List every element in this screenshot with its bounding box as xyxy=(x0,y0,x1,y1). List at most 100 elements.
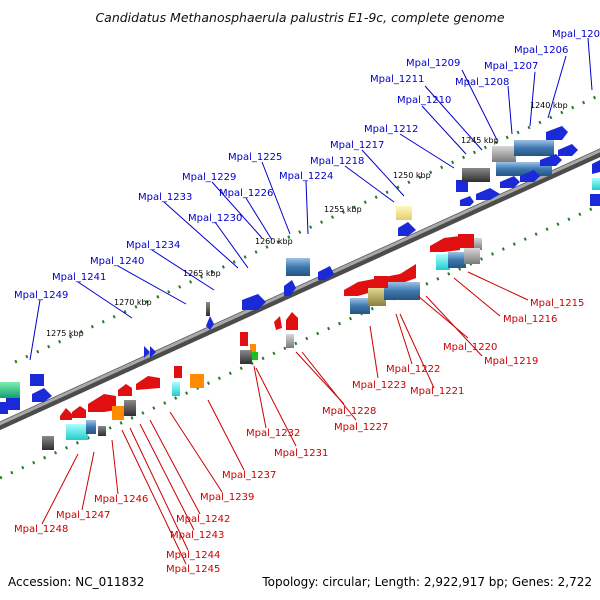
gene-label[interactable]: Mpal_1210 xyxy=(397,95,451,106)
gene-feature[interactable] xyxy=(520,170,540,182)
gene-feature[interactable] xyxy=(284,280,296,296)
gene-feature[interactable] xyxy=(72,406,86,418)
gene-label[interactable]: Mpal_1212 xyxy=(364,124,418,135)
gene-feature[interactable] xyxy=(514,140,554,156)
gene-feature[interactable] xyxy=(460,196,474,206)
gene-label[interactable]: Mpal_1242 xyxy=(176,514,230,525)
gene-feature[interactable] xyxy=(396,206,412,220)
gene-feature[interactable] xyxy=(206,316,214,330)
gene-label[interactable]: Mpal_1243 xyxy=(170,530,224,541)
gene-feature[interactable] xyxy=(274,316,282,330)
gene-feature[interactable] xyxy=(592,160,600,174)
gene-feature[interactable] xyxy=(240,332,248,346)
gene-label[interactable]: Mpal_1226 xyxy=(219,188,273,199)
gene-label[interactable]: Mpal_1224 xyxy=(279,171,333,182)
gene-feature[interactable] xyxy=(398,222,416,236)
gene-feature[interactable] xyxy=(206,302,210,316)
gene-feature[interactable] xyxy=(374,276,388,288)
gene-label[interactable]: Mpal_1240 xyxy=(90,256,144,267)
gene-label[interactable]: Mpal_1222 xyxy=(386,364,440,375)
gene-feature[interactable] xyxy=(592,178,600,190)
gene-feature[interactable] xyxy=(286,334,294,348)
gene-label[interactable]: Mpal_1239 xyxy=(200,492,254,503)
gene-label[interactable]: Mpal_1249 xyxy=(14,290,68,301)
gene-feature[interactable] xyxy=(476,188,500,200)
gene-feature[interactable] xyxy=(384,282,420,300)
gene-label[interactable]: Mpal_1209 xyxy=(406,58,460,69)
gene-feature[interactable] xyxy=(6,398,20,410)
gene-feature[interactable] xyxy=(172,382,180,396)
gene-feature[interactable] xyxy=(190,374,204,388)
gene-feature[interactable] xyxy=(462,168,490,182)
gene-feature[interactable] xyxy=(144,346,150,358)
gene-feature[interactable] xyxy=(124,400,136,416)
gene-feature[interactable] xyxy=(60,408,72,420)
gene-label[interactable]: Mpal_1248 xyxy=(14,524,68,535)
gene-feature[interactable] xyxy=(318,266,334,280)
gene-label[interactable]: Mpal_1208 xyxy=(455,77,509,88)
gene-label[interactable]: Mpal_1246 xyxy=(94,494,148,505)
gene-feature[interactable] xyxy=(464,248,480,264)
gene-feature[interactable] xyxy=(242,294,266,310)
gene-label[interactable]: Mpal_1220 xyxy=(443,342,497,353)
gene-label[interactable]: Mpal_1245 xyxy=(166,564,220,575)
gene-feature[interactable] xyxy=(492,146,516,162)
gene-feature[interactable] xyxy=(286,312,298,330)
gene-label[interactable]: Mpal_1234 xyxy=(126,240,180,251)
gene-label[interactable]: Mpal_1206 xyxy=(514,45,568,56)
gene-feature[interactable] xyxy=(98,426,106,436)
gene-feature[interactable] xyxy=(496,162,552,176)
gene-feature[interactable] xyxy=(0,382,20,398)
gene-feature[interactable] xyxy=(66,424,88,440)
gene-label[interactable]: Mpal_1247 xyxy=(56,510,110,521)
gene-label[interactable]: Mpal_1217 xyxy=(330,140,384,151)
gene-label[interactable]: Mpal_1221 xyxy=(410,386,464,397)
gene-label[interactable]: Mpal_1241 xyxy=(52,272,106,283)
gene-label[interactable]: Mpal_1231 xyxy=(274,448,328,459)
gene-feature[interactable] xyxy=(240,350,252,364)
gene-feature[interactable] xyxy=(32,388,52,402)
gene-label[interactable]: Mpal_1227 xyxy=(334,422,388,433)
gene-feature[interactable] xyxy=(86,420,96,434)
gene-feature[interactable] xyxy=(500,176,520,188)
gene-feature[interactable] xyxy=(30,374,44,386)
gene-feature[interactable] xyxy=(118,384,132,396)
gene-feature[interactable] xyxy=(546,126,568,140)
gene-label[interactable]: Mpal_1230 xyxy=(188,213,242,224)
gene-feature[interactable] xyxy=(368,288,386,306)
gene-label[interactable]: Mpal_1216 xyxy=(503,314,557,325)
gene-feature[interactable] xyxy=(250,344,256,352)
gene-feature[interactable] xyxy=(540,154,562,166)
gene-feature[interactable] xyxy=(42,436,54,450)
gene-feature[interactable] xyxy=(88,394,116,412)
gene-label[interactable]: Mpal_1207 xyxy=(484,61,538,72)
gene-feature[interactable] xyxy=(590,194,600,206)
gene-feature[interactable] xyxy=(430,236,460,252)
gene-label[interactable]: Mpal_1244 xyxy=(166,550,220,561)
gene-label[interactable]: Mpal_1233 xyxy=(138,192,192,203)
gene-label[interactable]: Mpal_1237 xyxy=(222,470,276,481)
gene-feature[interactable] xyxy=(350,298,370,314)
gene-feature[interactable] xyxy=(456,180,468,192)
gene-feature[interactable] xyxy=(558,144,578,156)
gene-feature[interactable] xyxy=(136,376,160,390)
gene-feature[interactable] xyxy=(436,254,450,270)
gene-feature[interactable] xyxy=(458,234,474,248)
gene-label[interactable]: Mpal_1211 xyxy=(370,74,424,85)
gene-label[interactable]: Mpal_1219 xyxy=(484,356,538,367)
gene-label[interactable]: Mpal_1203 xyxy=(552,29,600,40)
gene-feature[interactable] xyxy=(112,406,124,420)
gene-feature[interactable] xyxy=(0,402,8,414)
gene-label[interactable]: Mpal_1218 xyxy=(310,156,364,167)
gene-label[interactable]: Mpal_1215 xyxy=(530,298,584,309)
gene-feature[interactable] xyxy=(150,346,156,358)
gene-label[interactable]: Mpal_1232 xyxy=(246,428,300,439)
gene-feature[interactable] xyxy=(448,252,466,268)
gene-feature[interactable] xyxy=(286,258,310,276)
gene-label[interactable]: Mpal_1229 xyxy=(182,172,236,183)
gene-feature[interactable] xyxy=(174,366,182,378)
gene-label[interactable]: Mpal_1223 xyxy=(352,380,406,391)
gene-feature[interactable] xyxy=(474,238,482,250)
gene-feature[interactable] xyxy=(252,352,258,360)
gene-label[interactable]: Mpal_1228 xyxy=(322,406,376,417)
